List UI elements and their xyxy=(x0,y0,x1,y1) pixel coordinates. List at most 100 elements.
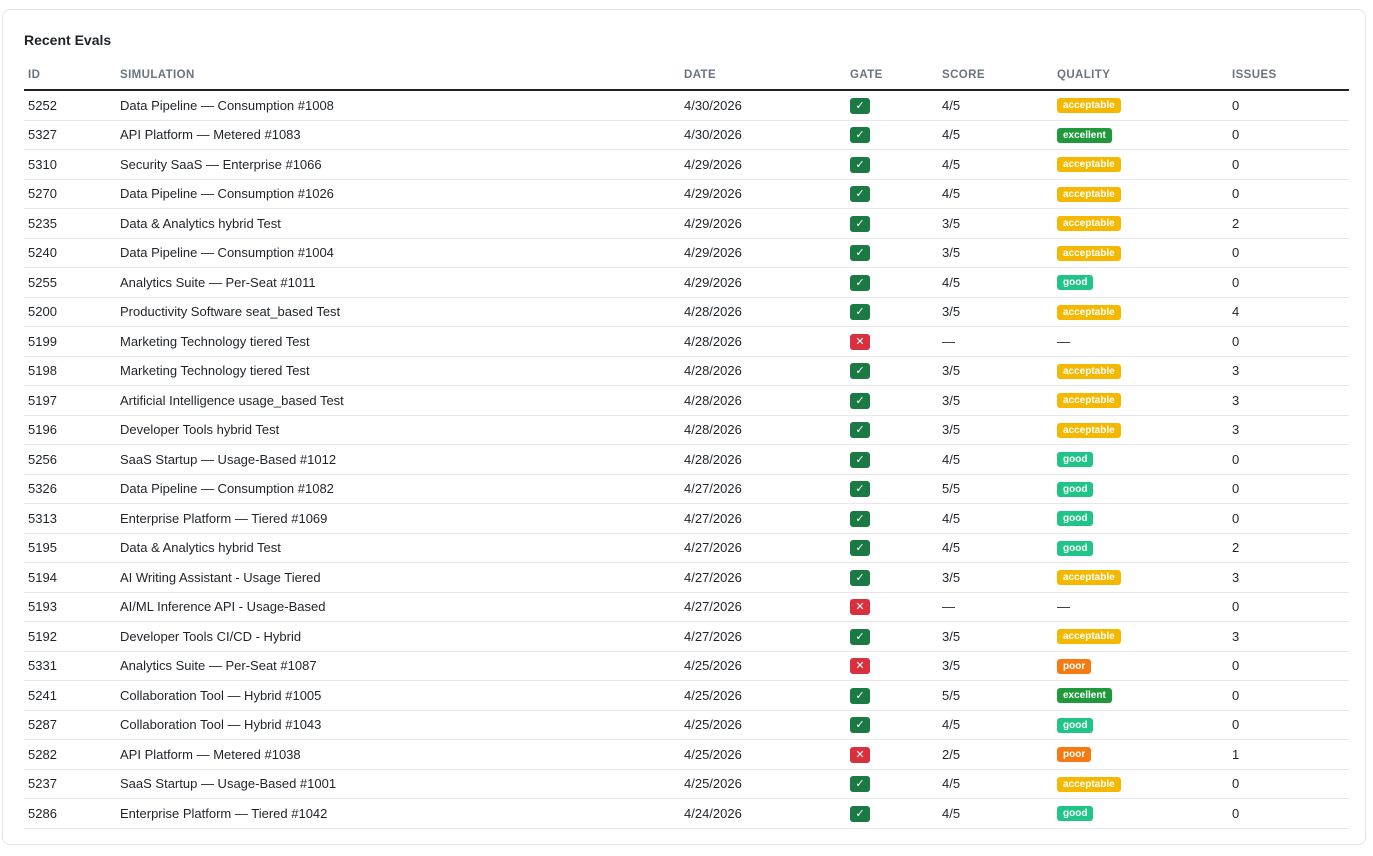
cell-issues: 2 xyxy=(1228,208,1349,239)
cell-score: 3/5 xyxy=(938,238,1053,268)
cell-gate: ✕ xyxy=(846,592,938,622)
cell-id: 5235 xyxy=(24,208,116,239)
table-row[interactable]: 5256 SaaS Startup — Usage-Based #1012 4/28… xyxy=(24,444,1349,475)
x-icon: ✕ xyxy=(850,333,870,350)
check-icon: ✓ xyxy=(850,156,870,173)
cell-quality: acceptable xyxy=(1053,385,1228,416)
table-row[interactable]: 5310 Security SaaS — Enterprise #1066 4/29… xyxy=(24,149,1349,180)
table-row[interactable]: 5195 Data & Analytics hybrid Test 4/27/202… xyxy=(24,533,1349,563)
cell-quality: acceptable xyxy=(1053,90,1228,121)
cell-gate: ✓ xyxy=(846,267,938,298)
cell-gate: ✕ xyxy=(846,326,938,357)
table-row[interactable]: 5287 Collaboration Tool — Hybrid #1043 4/2… xyxy=(24,710,1349,740)
cell-id: 5240 xyxy=(24,238,116,268)
cell-issues: 0 xyxy=(1228,267,1349,298)
cell-date: 4/28/2026 xyxy=(680,297,846,327)
column-header-issues[interactable]: ISSUES xyxy=(1228,61,1349,91)
check-icon: ✓ xyxy=(850,363,870,380)
cell-quality: acceptable xyxy=(1053,179,1228,209)
cell-date: 4/30/2026 xyxy=(680,90,846,121)
table-row[interactable]: 5237 SaaS Startup — Usage-Based #1001 4/25… xyxy=(24,769,1349,799)
cell-id: 5326 xyxy=(24,474,116,504)
table-row[interactable]: 5331 Analytics Suite — Per-Seat #1087 4/25… xyxy=(24,651,1349,681)
table-row[interactable]: 5235 Data & Analytics hybrid Test 4/29/202… xyxy=(24,208,1349,239)
table-row[interactable]: 5192 Developer Tools CI/CD - Hybrid 4/27/2… xyxy=(24,621,1349,652)
table-row[interactable]: 5199 Marketing Technology tiered Test 4/28… xyxy=(24,326,1349,357)
table-row[interactable]: 5196 Developer Tools hybrid Test 4/28/2026… xyxy=(24,415,1349,445)
table-row[interactable]: 5252 Data Pipeline — Consumption #1008 4/3… xyxy=(24,90,1349,121)
cell-quality: excellent xyxy=(1053,680,1228,711)
cell-issues: 0 xyxy=(1228,769,1349,799)
quality-badge: good xyxy=(1057,452,1094,468)
x-icon: ✕ xyxy=(850,599,870,616)
cell-gate: ✕ xyxy=(846,651,938,681)
quality-badge: acceptable xyxy=(1057,216,1121,232)
cell-quality: acceptable xyxy=(1053,208,1228,239)
cell-gate: ✓ xyxy=(846,179,938,209)
cell-score: 4/5 xyxy=(938,90,1053,121)
cell-simulation: Marketing Technology tiered Test xyxy=(116,356,680,386)
column-header-simulation[interactable]: SIMULATION xyxy=(116,61,680,91)
quality-badge: good xyxy=(1057,275,1094,291)
table-row[interactable]: 5286 Enterprise Platform — Tiered #1042 4/… xyxy=(24,798,1349,829)
cell-score: 4/5 xyxy=(938,120,1053,150)
cell-simulation: Collaboration Tool — Hybrid #1005 xyxy=(116,680,680,711)
table-row[interactable]: 5255 Analytics Suite — Per-Seat #1011 4/29… xyxy=(24,267,1349,298)
column-header-gate[interactable]: GATE xyxy=(846,61,938,91)
column-header-score[interactable]: SCORE xyxy=(938,61,1053,91)
cell-quality: good xyxy=(1053,533,1228,563)
cell-id: 5270 xyxy=(24,179,116,209)
cell-score: 3/5 xyxy=(938,208,1053,239)
cell-id: 5196 xyxy=(24,415,116,445)
table-row[interactable]: 5200 Productivity Software seat_based Tes… xyxy=(24,297,1349,327)
cell-gate: ✓ xyxy=(846,621,938,652)
quality-badge: acceptable xyxy=(1057,393,1121,409)
table-row[interactable]: 5197 Artificial Intelligence usage_based … xyxy=(24,385,1349,416)
cell-gate: ✓ xyxy=(846,90,938,121)
cell-simulation: API Platform — Metered #1038 xyxy=(116,739,680,770)
cell-simulation: Developer Tools hybrid Test xyxy=(116,415,680,445)
cell-quality: acceptable xyxy=(1053,415,1228,445)
check-icon: ✓ xyxy=(850,687,870,704)
quality-badge: acceptable xyxy=(1057,98,1121,114)
quality-badge: acceptable xyxy=(1057,157,1121,173)
table-row[interactable]: 5193 AI/ML Inference API - Usage-Based 4/2… xyxy=(24,592,1349,622)
cell-date: 4/25/2026 xyxy=(680,680,846,711)
cell-simulation: Analytics Suite — Per-Seat #1087 xyxy=(116,651,680,681)
column-header-id[interactable]: ID xyxy=(24,61,116,91)
quality-badge: excellent xyxy=(1057,127,1112,143)
column-header-date[interactable]: DATE xyxy=(680,61,846,91)
table-row[interactable]: 5194 AI Writing Assistant - Usage Tiered 4… xyxy=(24,562,1349,593)
cell-score: 3/5 xyxy=(938,415,1053,445)
table-row[interactable]: 5198 Marketing Technology tiered Test 4/28… xyxy=(24,356,1349,386)
cell-date: 4/25/2026 xyxy=(680,710,846,740)
table-row[interactable]: 5241 Collaboration Tool — Hybrid #1005 4/2… xyxy=(24,680,1349,711)
cell-simulation: API Platform — Metered #1083 xyxy=(116,120,680,150)
cell-date: 4/28/2026 xyxy=(680,356,846,386)
table-row[interactable]: 5313 Enterprise Platform — Tiered #1069 4/… xyxy=(24,503,1349,534)
table-row[interactable]: 5270 Data Pipeline — Consumption #1026 4/2… xyxy=(24,179,1349,209)
cell-date: 4/27/2026 xyxy=(680,592,846,622)
cell-issues: 0 xyxy=(1228,503,1349,534)
table-row[interactable]: 5282 API Platform — Metered #1038 4/25/202… xyxy=(24,739,1349,770)
cell-issues: 0 xyxy=(1228,326,1349,357)
quality-badge: acceptable xyxy=(1057,570,1121,586)
cell-id: 5241 xyxy=(24,680,116,711)
table-row[interactable]: 5327 API Platform — Metered #1083 4/30/202… xyxy=(24,120,1349,150)
cell-issues: 3 xyxy=(1228,562,1349,593)
table-row[interactable]: 5240 Data Pipeline — Consumption #1004 4/2… xyxy=(24,238,1349,268)
cell-quality: good xyxy=(1053,710,1228,740)
cell-date: 4/29/2026 xyxy=(680,267,846,298)
table-row[interactable]: 5326 Data Pipeline — Consumption #1082 4/2… xyxy=(24,474,1349,504)
cell-gate: ✓ xyxy=(846,533,938,563)
cell-quality: acceptable xyxy=(1053,562,1228,593)
cell-score: — xyxy=(938,592,1053,622)
cell-gate: ✓ xyxy=(846,710,938,740)
cell-score: 3/5 xyxy=(938,356,1053,386)
cell-quality: good xyxy=(1053,503,1228,534)
quality-badge: poor xyxy=(1057,658,1092,674)
cell-score: 3/5 xyxy=(938,651,1053,681)
check-icon: ✓ xyxy=(850,215,870,232)
cell-date: 4/30/2026 xyxy=(680,120,846,150)
column-header-quality[interactable]: QUALITY xyxy=(1053,61,1228,91)
